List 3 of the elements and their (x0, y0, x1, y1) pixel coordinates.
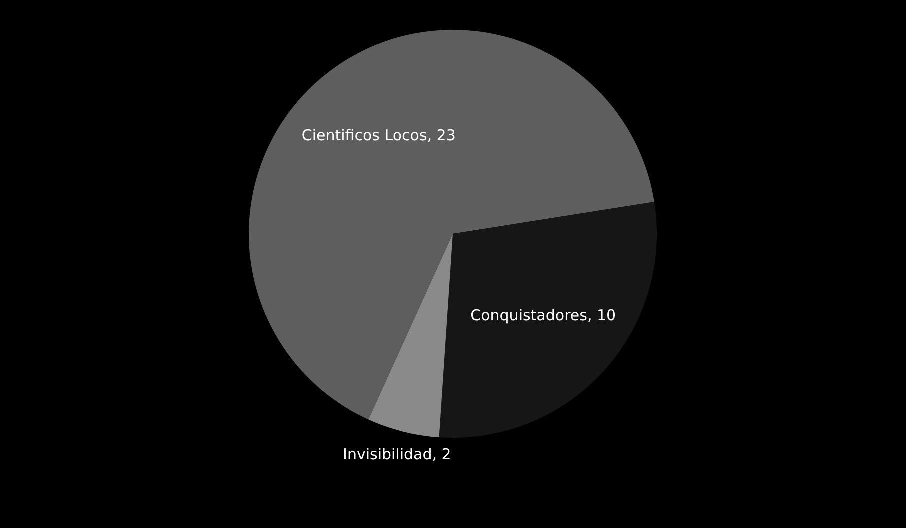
slice-label: Invisibilidad, 2 (343, 445, 452, 464)
slice-label: Conquistadores, 10 (470, 306, 616, 324)
slice-label: Cientificos Locos, 23 (302, 126, 456, 145)
